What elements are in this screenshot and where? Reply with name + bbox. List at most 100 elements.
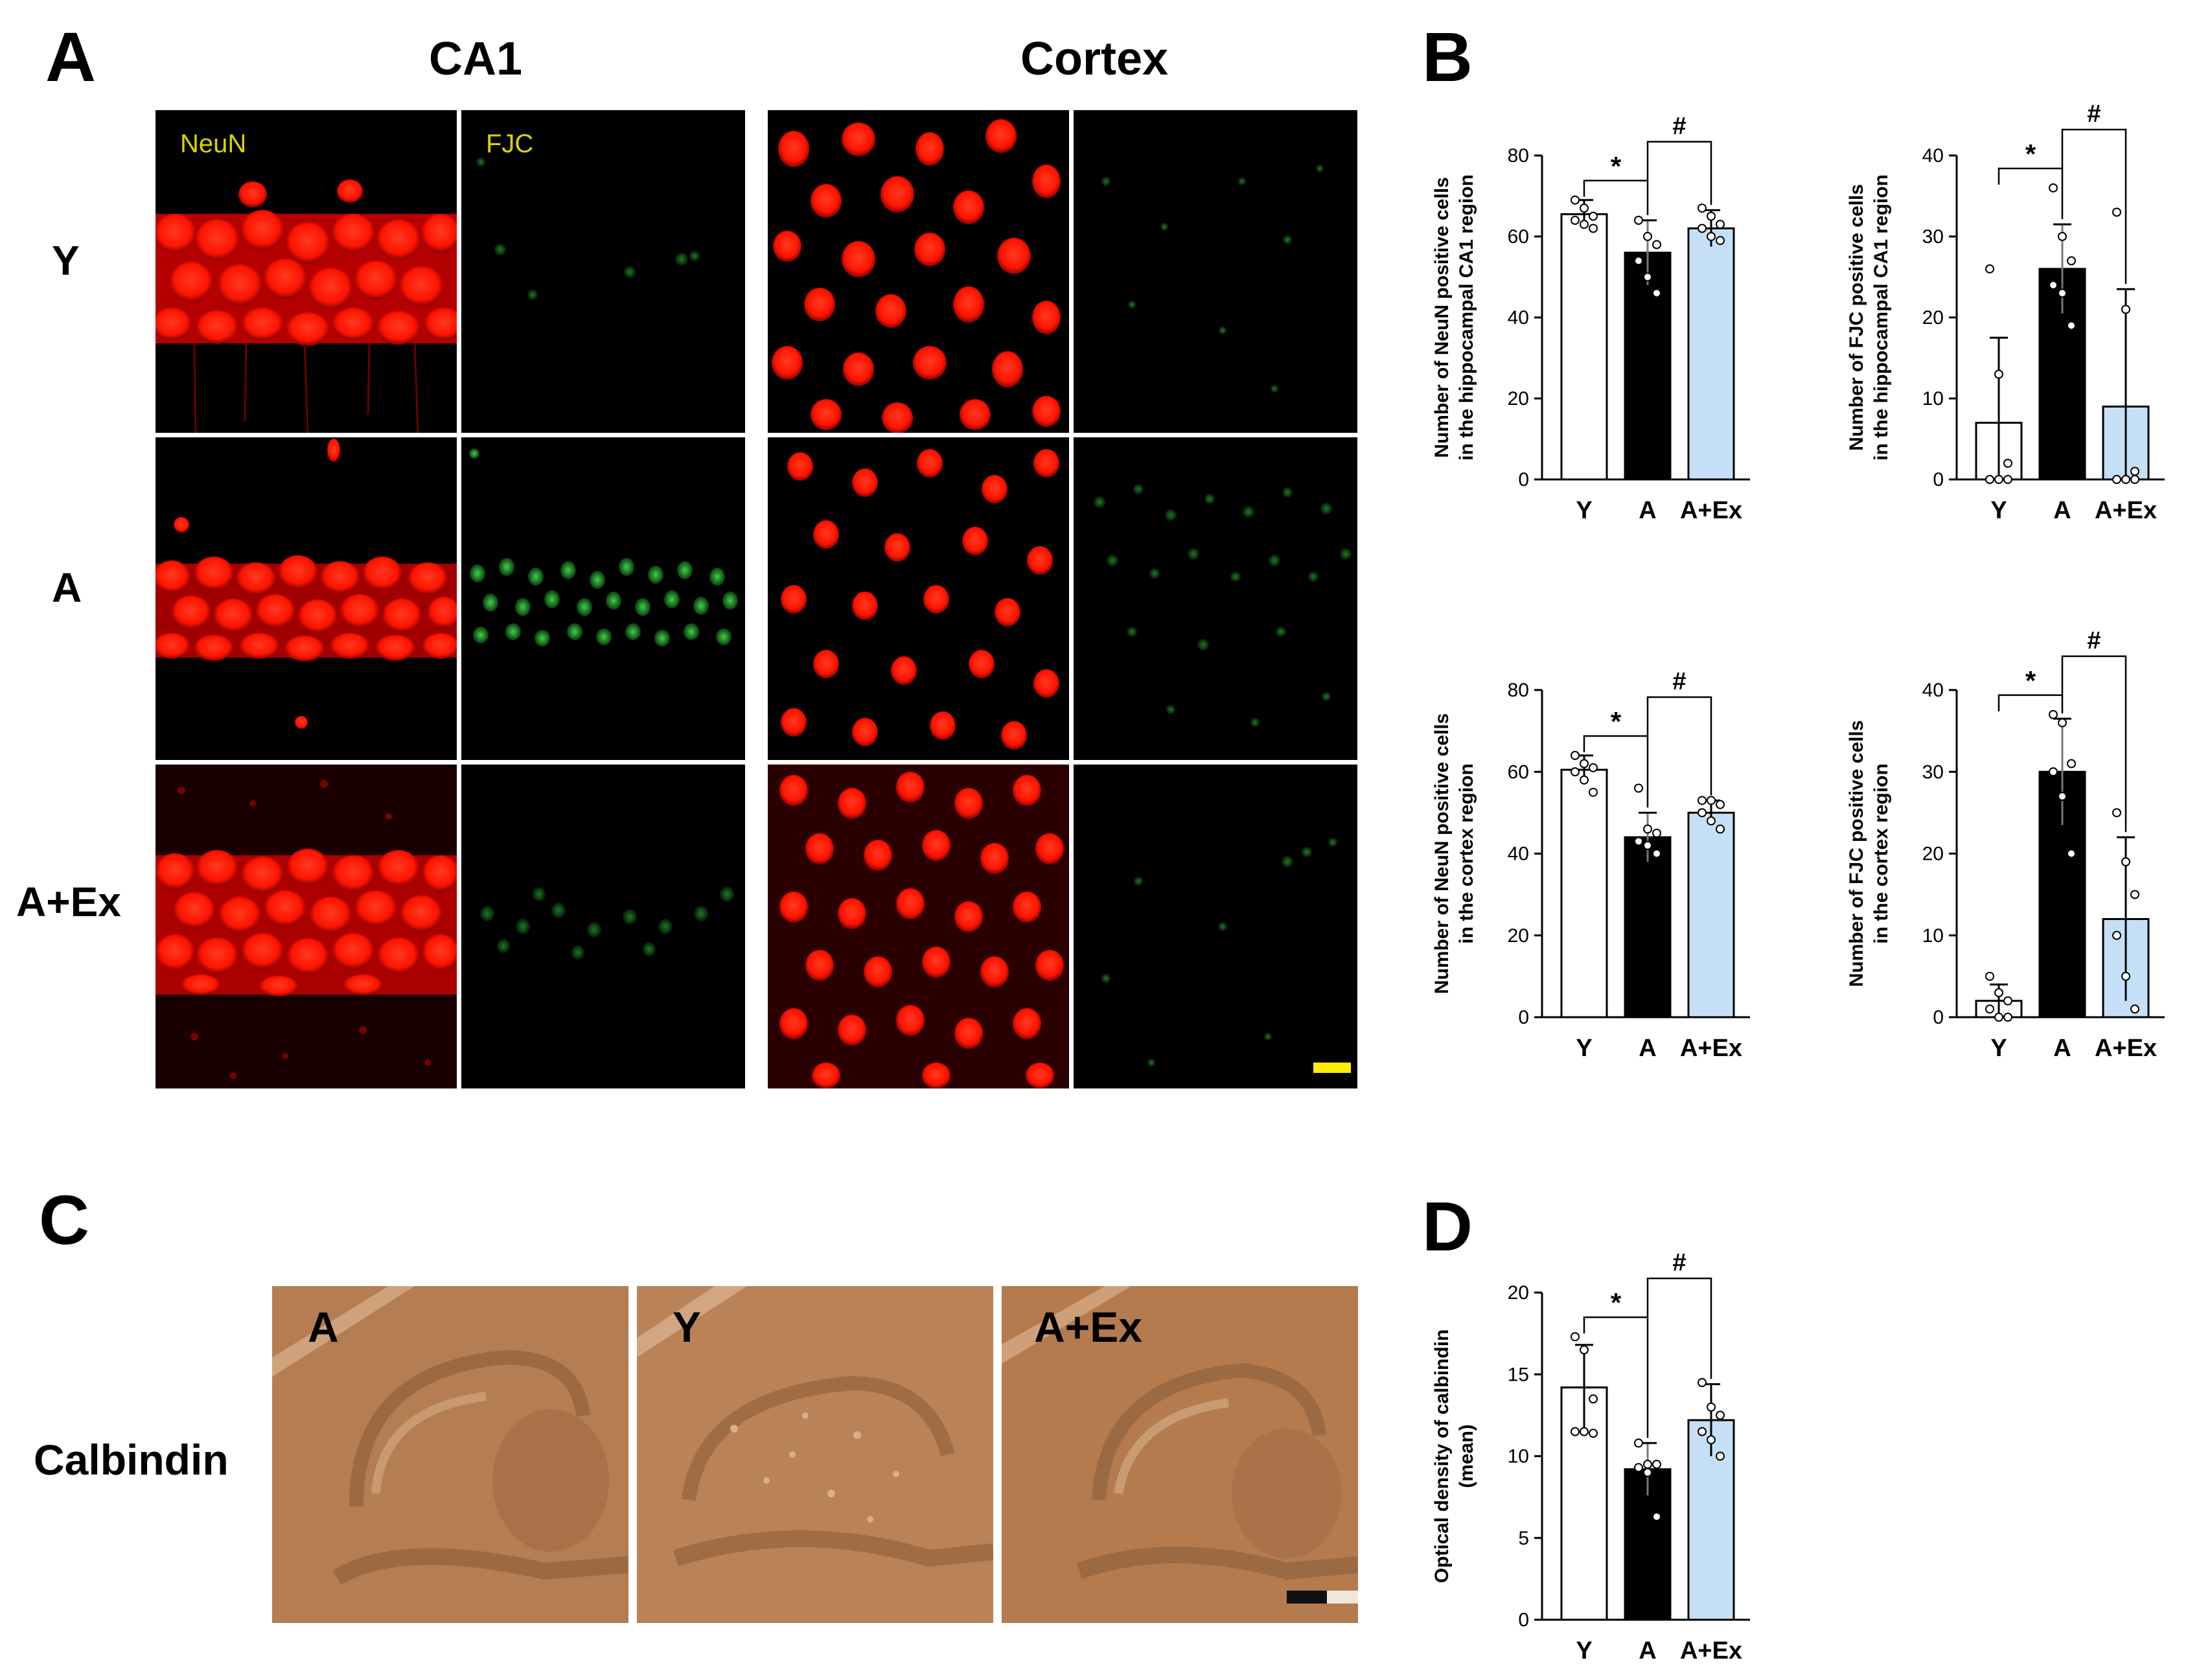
stain-label-neun: NeuN (180, 130, 247, 158)
data-point (2067, 321, 2076, 330)
y-tick-label: 40 (1508, 844, 1529, 865)
chart-neun-ca1: 0 20 40 60 80 Number of NeuN positive cells in… (1431, 113, 1750, 524)
data-point (2058, 718, 2067, 728)
significance-label: * (1611, 1287, 1622, 1318)
calbindin-scale-bar (1287, 1591, 1327, 1604)
ca1-micrograph-grid: NeuN FJC (155, 110, 745, 1088)
data-point (1707, 816, 1716, 825)
data-point (1994, 369, 2003, 379)
y-tick-label: 20 (1508, 388, 1529, 409)
calbindin-image-y: Y (637, 1286, 993, 1623)
y-tick-label: 40 (1922, 680, 1944, 701)
row-label-aex: A+Ex (16, 879, 121, 925)
data-point (2121, 857, 2130, 867)
data-point (1652, 1460, 1661, 1469)
y-tick-label: 0 (1933, 469, 1944, 490)
y-tick-label: 10 (1922, 388, 1944, 409)
data-point (2112, 475, 2121, 484)
x-tick-label: A+Ex (1680, 497, 1742, 524)
data-point (1652, 240, 1661, 249)
significance-label: # (2087, 100, 2101, 128)
data-point (1994, 475, 2003, 484)
data-point (2112, 207, 2121, 217)
cortex-fjc-a-image (1074, 437, 1357, 760)
data-point (1994, 988, 2003, 998)
y-tick-label: 0 (1518, 469, 1529, 490)
significance-label: # (2087, 627, 2101, 654)
data-point (1580, 203, 1589, 213)
x-tick-label: A+Ex (1680, 1637, 1742, 1664)
data-point (1589, 787, 1598, 797)
panel-label-b: B (1422, 17, 1473, 96)
chart-neun-cortex: 0 20 40 60 80 Number of NeuN positive cells in… (1431, 668, 1750, 1062)
data-point (1634, 836, 1643, 846)
cortex-fjc-y-art (1101, 165, 1324, 393)
data-point (1643, 840, 1652, 850)
data-point (1652, 288, 1661, 298)
data-point (1589, 763, 1598, 772)
y-axis-title: in the hippocampal CA1 region (1871, 174, 1892, 461)
significance-bracket (1583, 179, 1649, 215)
data-point (1707, 211, 1716, 221)
data-point (1985, 1004, 1994, 1014)
data-point (2130, 475, 2139, 484)
data-point (1698, 808, 1707, 818)
x-tick-label: A+Ex (1680, 1035, 1742, 1062)
row-label-a: A (52, 564, 82, 611)
data-point (1571, 1332, 1580, 1342)
data-point (1652, 1512, 1661, 1521)
x-tick-label: Y (1990, 1035, 2007, 1062)
y-tick-label: 40 (1922, 145, 1944, 167)
calbindin-image-y-art (637, 1286, 993, 1623)
data-point (1707, 232, 1716, 241)
data-point (1571, 216, 1580, 225)
cortex-neun-aex-image (768, 765, 1069, 1088)
x-tick-label: A (2053, 497, 2071, 524)
significance-label: # (1672, 113, 1686, 140)
data-point (2121, 305, 2130, 314)
y-tick-label: 60 (1508, 761, 1529, 783)
ca1-fjc-a-art (469, 448, 738, 647)
data-point (1589, 211, 1598, 221)
data-point (1634, 1438, 1643, 1448)
data-point (2049, 767, 2058, 777)
cortex-neun-a-art (781, 449, 1059, 750)
data-point (1716, 1410, 1725, 1420)
significance-bracket (1583, 735, 1649, 808)
data-point (2112, 808, 2121, 818)
calbindin-image-a-art (272, 1286, 628, 1623)
data-point (1571, 767, 1580, 777)
data-point (1643, 1460, 1652, 1469)
data-point (2067, 256, 2076, 266)
cortex-fjc-y-image (1074, 110, 1357, 433)
data-point (1643, 272, 1652, 282)
ca1-fjc-y-art (476, 157, 700, 300)
cortex-neun-y-art (772, 119, 1061, 433)
significance-label: * (1611, 706, 1622, 737)
cortex-fjc-aex-art (1101, 838, 1337, 1066)
data-point (1580, 1427, 1589, 1436)
cortex-fjc-a-art (1094, 484, 1352, 727)
data-point (2058, 232, 2067, 241)
x-tick-label: Y (1576, 1637, 1592, 1664)
calbindin-label-aex: A+Ex (1034, 1303, 1142, 1351)
data-point (2130, 466, 2139, 476)
data-point (1716, 1451, 1725, 1461)
data-point (2003, 1013, 2012, 1022)
data-point (1698, 224, 1707, 233)
data-point (2049, 709, 2058, 719)
significance-label: * (2025, 139, 2036, 169)
ca1-neun-aex-art (155, 765, 457, 1088)
data-point (1634, 256, 1643, 266)
y-axis-title: in the hippocampal CA1 region (1456, 174, 1477, 461)
y-axis-title: Optical density of calbindin (1431, 1329, 1453, 1583)
data-point (1652, 849, 1661, 858)
panel-label-d: D (1422, 1187, 1473, 1265)
data-point (1698, 796, 1707, 805)
column-title-cortex: Cortex (1020, 33, 1169, 85)
data-point (1716, 236, 1725, 246)
ca1-neun-y-image: NeuN (155, 110, 457, 433)
x-tick-label: A+Ex (2095, 497, 2157, 524)
data-point (1571, 751, 1580, 760)
significance-label: # (1672, 668, 1686, 695)
